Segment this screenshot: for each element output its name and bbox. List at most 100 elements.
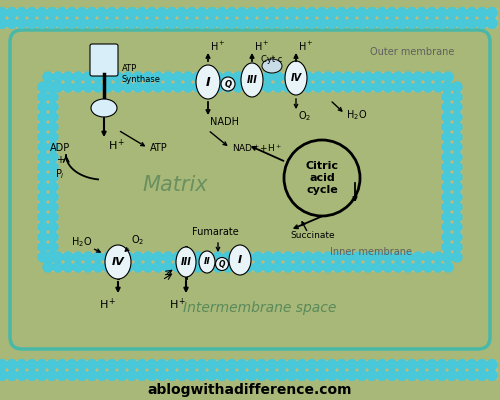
Circle shape [297,360,307,370]
Circle shape [337,360,347,370]
Circle shape [207,8,217,18]
Text: Q: Q [224,80,232,88]
Circle shape [452,92,462,102]
Circle shape [53,72,63,82]
Circle shape [143,252,153,262]
Circle shape [213,82,223,92]
Circle shape [327,360,337,370]
Circle shape [442,112,452,122]
Circle shape [48,212,58,222]
Circle shape [433,72,443,82]
Circle shape [407,8,417,18]
Circle shape [173,252,183,262]
Circle shape [38,112,48,122]
Circle shape [153,252,163,262]
Ellipse shape [91,99,117,117]
Circle shape [117,370,127,380]
Circle shape [223,82,233,92]
Circle shape [177,18,187,28]
Circle shape [413,72,423,82]
Circle shape [7,18,17,28]
Circle shape [257,370,267,380]
Circle shape [53,82,63,92]
Circle shape [47,8,57,18]
Circle shape [452,82,462,92]
Circle shape [227,18,237,28]
Circle shape [103,252,113,262]
Circle shape [487,360,497,370]
Circle shape [273,252,283,262]
Circle shape [213,252,223,262]
Circle shape [123,252,133,262]
Circle shape [267,360,277,370]
Text: H$^+$: H$^+$ [108,137,126,153]
Circle shape [203,72,213,82]
Text: I: I [206,76,210,88]
Circle shape [38,212,48,222]
Circle shape [223,262,233,272]
Circle shape [107,370,117,380]
Circle shape [297,8,307,18]
Circle shape [343,262,353,272]
Circle shape [283,82,293,92]
Circle shape [452,252,462,262]
Text: Fumarate: Fumarate [192,227,238,237]
Circle shape [57,370,67,380]
Circle shape [153,72,163,82]
Circle shape [38,102,48,112]
Circle shape [383,72,393,82]
Circle shape [413,252,423,262]
Circle shape [353,72,363,82]
Text: Q: Q [219,260,225,268]
Circle shape [147,360,157,370]
Circle shape [247,18,257,28]
Circle shape [437,18,447,28]
Circle shape [217,370,227,380]
Circle shape [442,252,452,262]
Circle shape [323,252,333,262]
Circle shape [213,72,223,82]
Circle shape [477,8,487,18]
Circle shape [427,8,437,18]
Circle shape [407,370,417,380]
Circle shape [367,370,377,380]
Circle shape [127,370,137,380]
Circle shape [442,92,452,102]
Circle shape [48,122,58,132]
Circle shape [452,122,462,132]
Circle shape [117,8,127,18]
Circle shape [337,18,347,28]
Circle shape [38,242,48,252]
Circle shape [373,252,383,262]
Circle shape [387,360,397,370]
Circle shape [97,18,107,28]
Circle shape [83,82,93,92]
Text: ATP
Synthase: ATP Synthase [122,64,161,84]
Circle shape [333,72,343,82]
Circle shape [353,82,363,92]
Circle shape [117,360,127,370]
Text: Intermembrane space: Intermembrane space [184,301,336,315]
Circle shape [442,102,452,112]
Circle shape [93,72,103,82]
Bar [48,72,452,92]
Circle shape [157,8,167,18]
Circle shape [243,252,253,262]
Circle shape [48,242,58,252]
Circle shape [347,8,357,18]
Circle shape [27,18,37,28]
Circle shape [447,18,457,28]
Circle shape [37,360,47,370]
Circle shape [327,18,337,28]
Circle shape [477,370,487,380]
Circle shape [7,360,17,370]
Circle shape [452,202,462,212]
Circle shape [347,18,357,28]
Circle shape [277,360,287,370]
Circle shape [203,252,213,262]
Circle shape [187,370,197,380]
Text: H$^+$: H$^+$ [254,40,270,52]
Circle shape [317,370,327,380]
Circle shape [38,192,48,202]
Circle shape [367,8,377,18]
